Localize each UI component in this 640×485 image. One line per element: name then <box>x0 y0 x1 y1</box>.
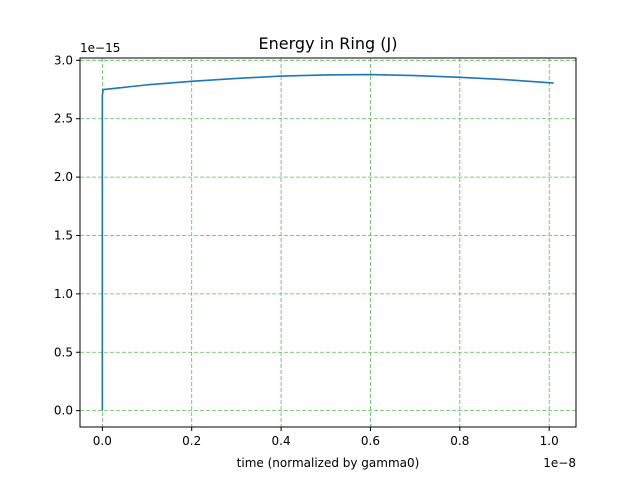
x-tick-label: 0.4 <box>272 434 291 448</box>
x-tick-label: 0.0 <box>93 434 112 448</box>
series-line <box>101 73 554 411</box>
y-tick-label: 0.5 <box>54 345 73 359</box>
grid <box>80 58 576 427</box>
y-axis-offset-label: 1e−15 <box>80 41 120 55</box>
y-tick-label: 0.0 <box>54 404 73 418</box>
chart-title: Energy in Ring (J) <box>259 34 398 53</box>
y-tick-label: 1.5 <box>54 228 73 242</box>
x-axis: 0.0 0.2 0.4 0.6 0.8 1.0 <box>93 427 559 448</box>
x-axis-label: time (normalized by gamma0) <box>237 456 420 470</box>
plot-frame <box>79 57 577 428</box>
x-tick-label: 0.8 <box>450 434 469 448</box>
x-axis-offset-label: 1e−8 <box>543 456 576 470</box>
y-axis: 0.0 0.5 1.0 1.5 2.0 2.5 3.0 <box>54 53 80 418</box>
y-tick-label: 3.0 <box>54 53 73 67</box>
y-tick-label: 1.0 <box>54 287 73 301</box>
y-tick-label: 2.5 <box>54 112 73 126</box>
x-tick-label: 0.2 <box>182 434 201 448</box>
series-layer <box>101 73 554 411</box>
x-tick-label: 0.6 <box>361 434 380 448</box>
y-tick-label: 2.0 <box>54 170 73 184</box>
x-tick-label: 1.0 <box>540 434 559 448</box>
